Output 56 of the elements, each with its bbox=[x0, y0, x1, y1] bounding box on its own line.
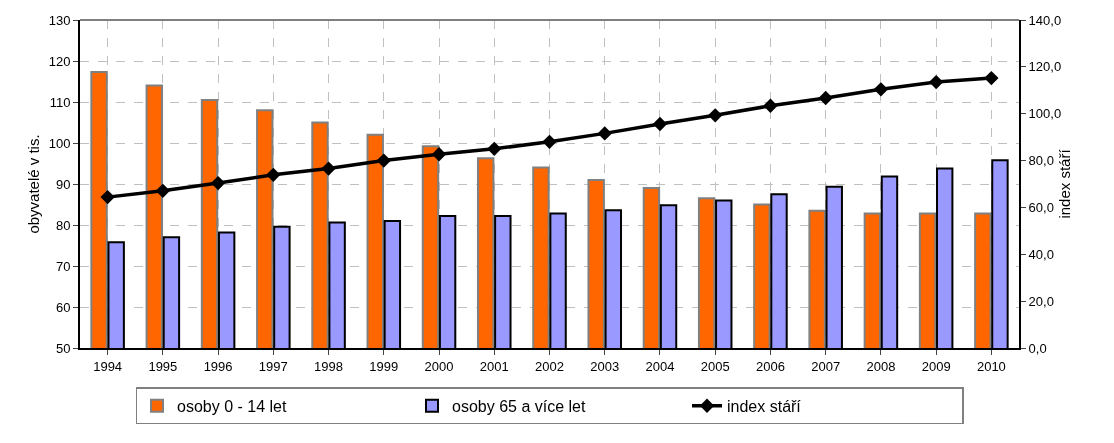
point bbox=[155, 183, 170, 198]
point bbox=[929, 74, 944, 90]
x-tick-label: 2000 bbox=[424, 358, 454, 374]
y2-tick-label: 0,0 bbox=[1028, 340, 1047, 356]
y-tick-label: 80 bbox=[55, 217, 71, 233]
y2-tick-label: 40,0 bbox=[1028, 246, 1054, 262]
point bbox=[542, 134, 557, 149]
point bbox=[597, 126, 612, 141]
x-tick-label: 1995 bbox=[148, 358, 178, 374]
x-tick-label: 2007 bbox=[811, 358, 841, 374]
point bbox=[376, 153, 391, 168]
point bbox=[652, 116, 668, 132]
x-tick-label: 2009 bbox=[921, 358, 951, 374]
legend-label: osoby 65 a více let bbox=[452, 398, 586, 415]
point bbox=[708, 108, 723, 123]
point bbox=[487, 141, 502, 157]
point bbox=[210, 175, 226, 191]
y-axis-title: obyvatelé v tis. bbox=[25, 134, 42, 234]
legend-label: osoby 0 - 14 let bbox=[177, 398, 287, 415]
y2-axis-title: index stáří bbox=[1055, 148, 1073, 219]
x-tick-label: 2002 bbox=[535, 358, 564, 374]
y2-tick-label: 100,0 bbox=[1028, 106, 1062, 122]
y-tick-label: 50 bbox=[55, 340, 71, 356]
x-tick-label: 2005 bbox=[700, 358, 730, 374]
x-tick-label: 1994 bbox=[93, 358, 123, 374]
point bbox=[321, 161, 336, 176]
y-tick-label: 90 bbox=[55, 176, 71, 192]
x-tick-label: 2008 bbox=[866, 358, 896, 374]
x-tick-label: 2006 bbox=[755, 358, 785, 374]
y-tick-label: 110 bbox=[49, 94, 71, 110]
y2-tick-label: 120,0 bbox=[1028, 59, 1062, 75]
point bbox=[763, 98, 778, 113]
x-tick-label: 1999 bbox=[369, 358, 399, 374]
y2-tick-label: 80,0 bbox=[1028, 153, 1054, 169]
x-tick-label: 1996 bbox=[203, 358, 233, 374]
y2-tick-label: 60,0 bbox=[1028, 199, 1054, 215]
y-tick-label: 100 bbox=[48, 135, 71, 151]
x-tick-label: 2004 bbox=[645, 358, 675, 374]
x-tick-label: 2003 bbox=[590, 358, 620, 374]
y-tick-label: 70 bbox=[55, 258, 71, 274]
y2-tick-label: 140,0 bbox=[1028, 12, 1062, 28]
y-tick-label: 130 bbox=[48, 12, 71, 28]
point bbox=[100, 189, 115, 205]
y-tick-label: 120 bbox=[48, 53, 71, 69]
legend-label: index stáří bbox=[727, 398, 802, 415]
point bbox=[431, 147, 447, 162]
y2-tick-label: 20,0 bbox=[1028, 293, 1054, 309]
point bbox=[984, 70, 999, 86]
x-tick-label: 1997 bbox=[258, 358, 288, 374]
x-tick-label: 1998 bbox=[314, 358, 344, 374]
point bbox=[818, 90, 833, 106]
y-tick-label: 60 bbox=[55, 299, 71, 315]
point bbox=[266, 167, 281, 183]
x-tick-label: 2001 bbox=[479, 358, 509, 374]
x-tick-label: 2010 bbox=[976, 358, 1006, 374]
point bbox=[873, 82, 889, 97]
